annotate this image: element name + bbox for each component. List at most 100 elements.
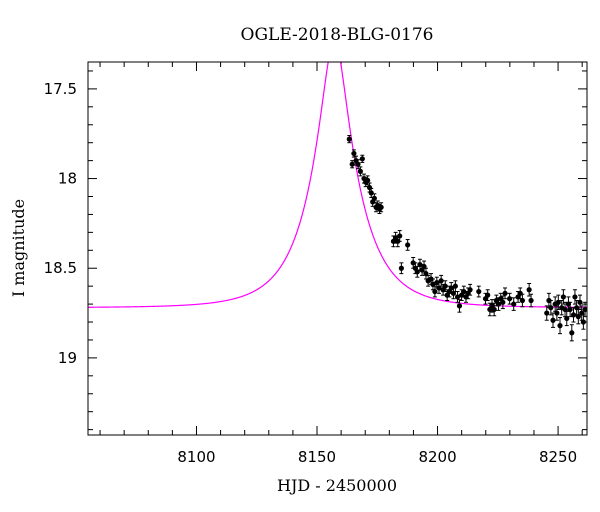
point-marker bbox=[567, 306, 573, 313]
data-point bbox=[570, 307, 577, 323]
point-marker bbox=[397, 233, 403, 239]
data-point bbox=[351, 149, 357, 158]
tick-labels: 8100 8150 8200 8250 17.5 18 18.5 19 bbox=[44, 80, 578, 466]
point-marker bbox=[349, 161, 355, 167]
point-marker bbox=[357, 168, 364, 174]
point-marker bbox=[467, 287, 473, 293]
data-point bbox=[572, 289, 578, 305]
data-point bbox=[502, 287, 508, 300]
data-point bbox=[555, 294, 561, 310]
data-point bbox=[355, 159, 361, 170]
data-point bbox=[582, 301, 587, 318]
data-point bbox=[554, 305, 560, 321]
data-point bbox=[438, 274, 444, 287]
point-marker bbox=[575, 314, 581, 320]
data-point bbox=[548, 300, 554, 316]
point-marker bbox=[438, 278, 444, 284]
data-point bbox=[528, 293, 534, 308]
data-point bbox=[511, 297, 517, 311]
point-marker bbox=[368, 190, 374, 196]
data-point bbox=[346, 135, 352, 144]
x-tick-label: 8150 bbox=[298, 448, 336, 466]
point-marker bbox=[491, 306, 497, 313]
point-marker bbox=[495, 301, 502, 307]
data-point bbox=[569, 324, 575, 342]
point-marker bbox=[461, 288, 467, 295]
point-marker bbox=[502, 290, 508, 296]
y-axis-label: I magnitude bbox=[9, 199, 28, 297]
x-tick-label: 8100 bbox=[177, 448, 215, 466]
data-point bbox=[456, 299, 463, 313]
data-point bbox=[434, 276, 440, 289]
data-point bbox=[476, 285, 482, 298]
x-tick-label: 8200 bbox=[418, 448, 456, 466]
data-point bbox=[519, 293, 525, 308]
data-point bbox=[550, 312, 556, 328]
point-marker bbox=[500, 299, 506, 305]
point-marker bbox=[476, 288, 482, 295]
point-marker bbox=[569, 330, 575, 336]
point-marker bbox=[560, 294, 566, 300]
data-point bbox=[544, 305, 550, 321]
point-marker bbox=[410, 260, 416, 266]
point-marker bbox=[432, 288, 438, 295]
data-point bbox=[405, 239, 411, 251]
data-point bbox=[491, 302, 497, 317]
point-marker bbox=[448, 285, 454, 291]
point-marker bbox=[557, 323, 563, 329]
data-point bbox=[567, 301, 573, 318]
point-marker bbox=[365, 177, 371, 183]
point-marker bbox=[519, 297, 525, 304]
plot-frame bbox=[87, 61, 588, 436]
data-point bbox=[454, 291, 461, 303]
x-axis-label: HJD - 2450000 bbox=[277, 476, 397, 495]
axis-ticks bbox=[88, 62, 587, 435]
point-marker bbox=[572, 294, 578, 300]
y-tick-label: 17.5 bbox=[44, 80, 77, 98]
data-point bbox=[452, 280, 458, 293]
data-point bbox=[378, 202, 384, 213]
point-marker bbox=[359, 156, 365, 162]
data-point bbox=[575, 308, 581, 325]
data-point bbox=[398, 262, 404, 275]
point-marker bbox=[580, 319, 586, 325]
y-tick-label: 18.5 bbox=[44, 259, 77, 277]
point-marker bbox=[555, 299, 561, 305]
data-point bbox=[365, 175, 371, 186]
x-tick-label: 8250 bbox=[539, 448, 577, 466]
point-marker bbox=[582, 306, 587, 313]
point-marker bbox=[454, 294, 461, 300]
point-marker bbox=[511, 301, 517, 307]
point-marker bbox=[355, 161, 361, 167]
point-marker bbox=[570, 312, 577, 318]
point-marker bbox=[351, 150, 357, 157]
point-marker bbox=[548, 305, 554, 311]
point-marker bbox=[378, 204, 384, 210]
point-marker bbox=[577, 299, 583, 305]
point-marker bbox=[485, 292, 491, 298]
point-marker bbox=[405, 242, 411, 248]
data-point bbox=[359, 154, 365, 163]
point-marker bbox=[417, 262, 423, 268]
data-point bbox=[517, 287, 523, 300]
point-marker bbox=[346, 136, 352, 142]
y-tick-label: 18 bbox=[58, 170, 77, 188]
data-point bbox=[507, 292, 513, 305]
data-point bbox=[397, 230, 403, 242]
data-points bbox=[346, 135, 587, 342]
y-tick-label: 19 bbox=[58, 349, 77, 367]
model-curve bbox=[88, 62, 587, 308]
data-point bbox=[417, 258, 423, 271]
point-marker bbox=[452, 283, 458, 289]
point-marker bbox=[554, 310, 560, 316]
data-point bbox=[357, 166, 364, 177]
plot-area bbox=[88, 62, 587, 342]
point-marker bbox=[398, 265, 404, 271]
point-marker bbox=[526, 287, 532, 293]
point-marker bbox=[507, 296, 513, 302]
data-point bbox=[557, 317, 563, 335]
point-marker bbox=[456, 303, 463, 309]
point-marker bbox=[442, 283, 448, 289]
point-marker bbox=[434, 279, 440, 286]
